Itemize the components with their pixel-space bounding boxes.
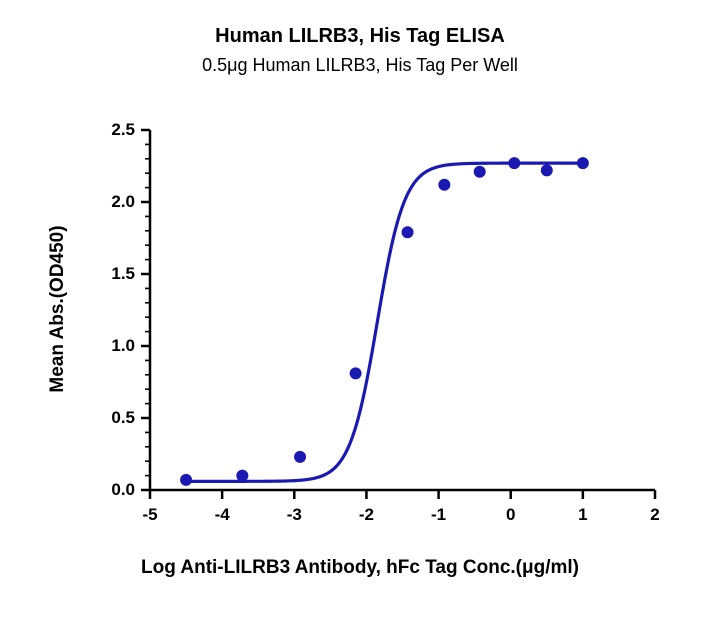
y-tick-label: 0.5 xyxy=(111,408,135,428)
data-point xyxy=(295,451,306,462)
x-tick-label: -2 xyxy=(346,505,386,525)
x-tick-label: -4 xyxy=(202,505,242,525)
data-point xyxy=(439,179,450,190)
x-tick-label: 1 xyxy=(563,505,603,525)
data-point xyxy=(350,368,361,379)
x-tick-label: 2 xyxy=(635,505,675,525)
x-tick-label: -1 xyxy=(419,505,459,525)
y-tick-label: 1.0 xyxy=(111,336,135,356)
x-tick-label: -5 xyxy=(130,505,170,525)
y-tick-label: 2.5 xyxy=(111,120,135,140)
data-point xyxy=(237,470,248,481)
data-point xyxy=(577,158,588,169)
data-point xyxy=(181,474,192,485)
data-point xyxy=(509,158,520,169)
elisa-chart: Human LILRB3, His Tag ELISA 0.5μg Human … xyxy=(0,0,720,627)
x-tick-label: 0 xyxy=(491,505,531,525)
data-point xyxy=(541,165,552,176)
y-tick-label: 1.5 xyxy=(111,264,135,284)
x-tick-label: -3 xyxy=(274,505,314,525)
data-point xyxy=(474,166,485,177)
y-tick-label: 2.0 xyxy=(111,192,135,212)
data-point xyxy=(402,227,413,238)
chart-svg xyxy=(0,0,720,627)
y-tick-label: 0.0 xyxy=(111,480,135,500)
fit-curve xyxy=(186,163,583,481)
